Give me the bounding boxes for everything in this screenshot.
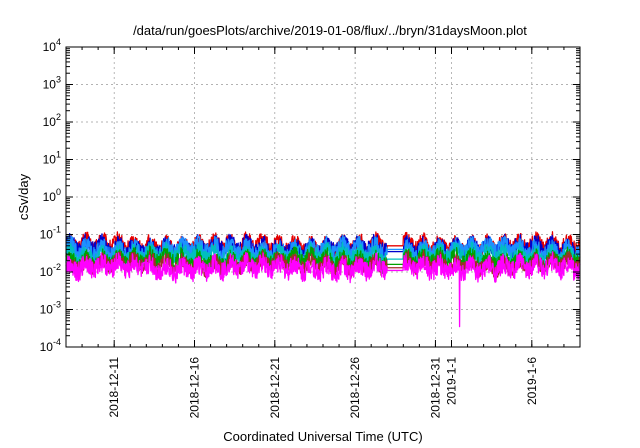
x-tick-label: 2018-12-21 [268, 357, 282, 419]
x-tick-label: 2018-12-11 [107, 357, 121, 418]
y-tick-label: 10-4 [40, 337, 61, 354]
y-tick-label: 10-3 [40, 300, 61, 317]
x-tick-label: 2019-1-6 [525, 357, 539, 405]
x-tick-label: 2018-12-16 [188, 357, 202, 419]
y-tick-label: 100 [43, 187, 61, 204]
y-axis-label: cSv/day [16, 173, 31, 220]
y-tick-label: 102 [43, 112, 61, 129]
y-tick-label: 10-1 [40, 225, 61, 242]
series-line [65, 245, 581, 275]
series-line [65, 251, 581, 328]
x-axis-label: Coordinated Universal Time (UTC) [223, 429, 422, 444]
series-layer [65, 231, 581, 328]
y-tick-label: 103 [43, 75, 61, 92]
y-axis: 10-4 10-3 10-2 10-1 100 101 102 103 104 [40, 37, 580, 354]
x-axis: 2018-12-11 2018-12-16 2018-12-21 2018-12-26… [81, 47, 565, 419]
grid [66, 47, 580, 347]
y-tick-label: 10-2 [40, 262, 61, 279]
x-tick-label: 2019-1-1 [445, 357, 459, 405]
x-tick-label: 2018-12-26 [348, 357, 362, 419]
y-tick-label: 104 [43, 37, 61, 54]
chart-title: /data/run/goesPlots/archive/2019-01-08/f… [133, 23, 527, 38]
y-tick-label: 101 [43, 150, 61, 167]
x-tick-label: 2018-12-31 [428, 357, 442, 419]
